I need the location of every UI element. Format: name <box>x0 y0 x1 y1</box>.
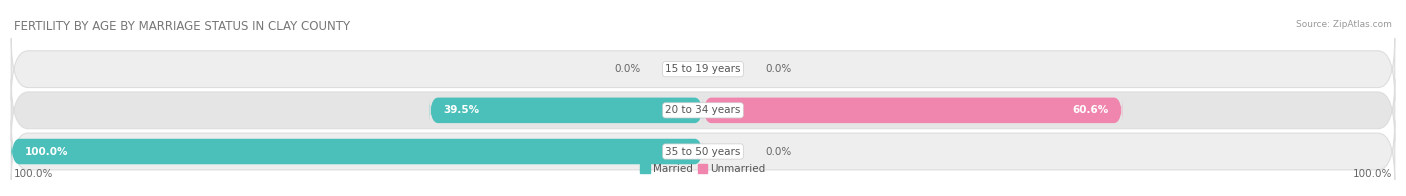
FancyBboxPatch shape <box>11 38 1395 100</box>
Text: 0.0%: 0.0% <box>614 64 640 74</box>
Text: 0.0%: 0.0% <box>766 64 792 74</box>
Legend: Married, Unmarried: Married, Unmarried <box>636 160 770 178</box>
Text: 35 to 50 years: 35 to 50 years <box>665 146 741 157</box>
FancyBboxPatch shape <box>11 121 1395 182</box>
FancyBboxPatch shape <box>430 98 703 123</box>
Text: 15 to 19 years: 15 to 19 years <box>665 64 741 74</box>
Text: 20 to 34 years: 20 to 34 years <box>665 105 741 115</box>
Text: 0.0%: 0.0% <box>766 146 792 157</box>
FancyBboxPatch shape <box>11 79 1395 141</box>
Text: 60.6%: 60.6% <box>1071 105 1108 115</box>
Text: 39.5%: 39.5% <box>444 105 479 115</box>
FancyBboxPatch shape <box>11 139 703 164</box>
Text: 100.0%: 100.0% <box>1353 169 1392 179</box>
Text: Source: ZipAtlas.com: Source: ZipAtlas.com <box>1296 20 1392 29</box>
Text: FERTILITY BY AGE BY MARRIAGE STATUS IN CLAY COUNTY: FERTILITY BY AGE BY MARRIAGE STATUS IN C… <box>14 20 350 33</box>
FancyBboxPatch shape <box>703 98 1122 123</box>
Text: 100.0%: 100.0% <box>25 146 69 157</box>
Text: 100.0%: 100.0% <box>14 169 53 179</box>
